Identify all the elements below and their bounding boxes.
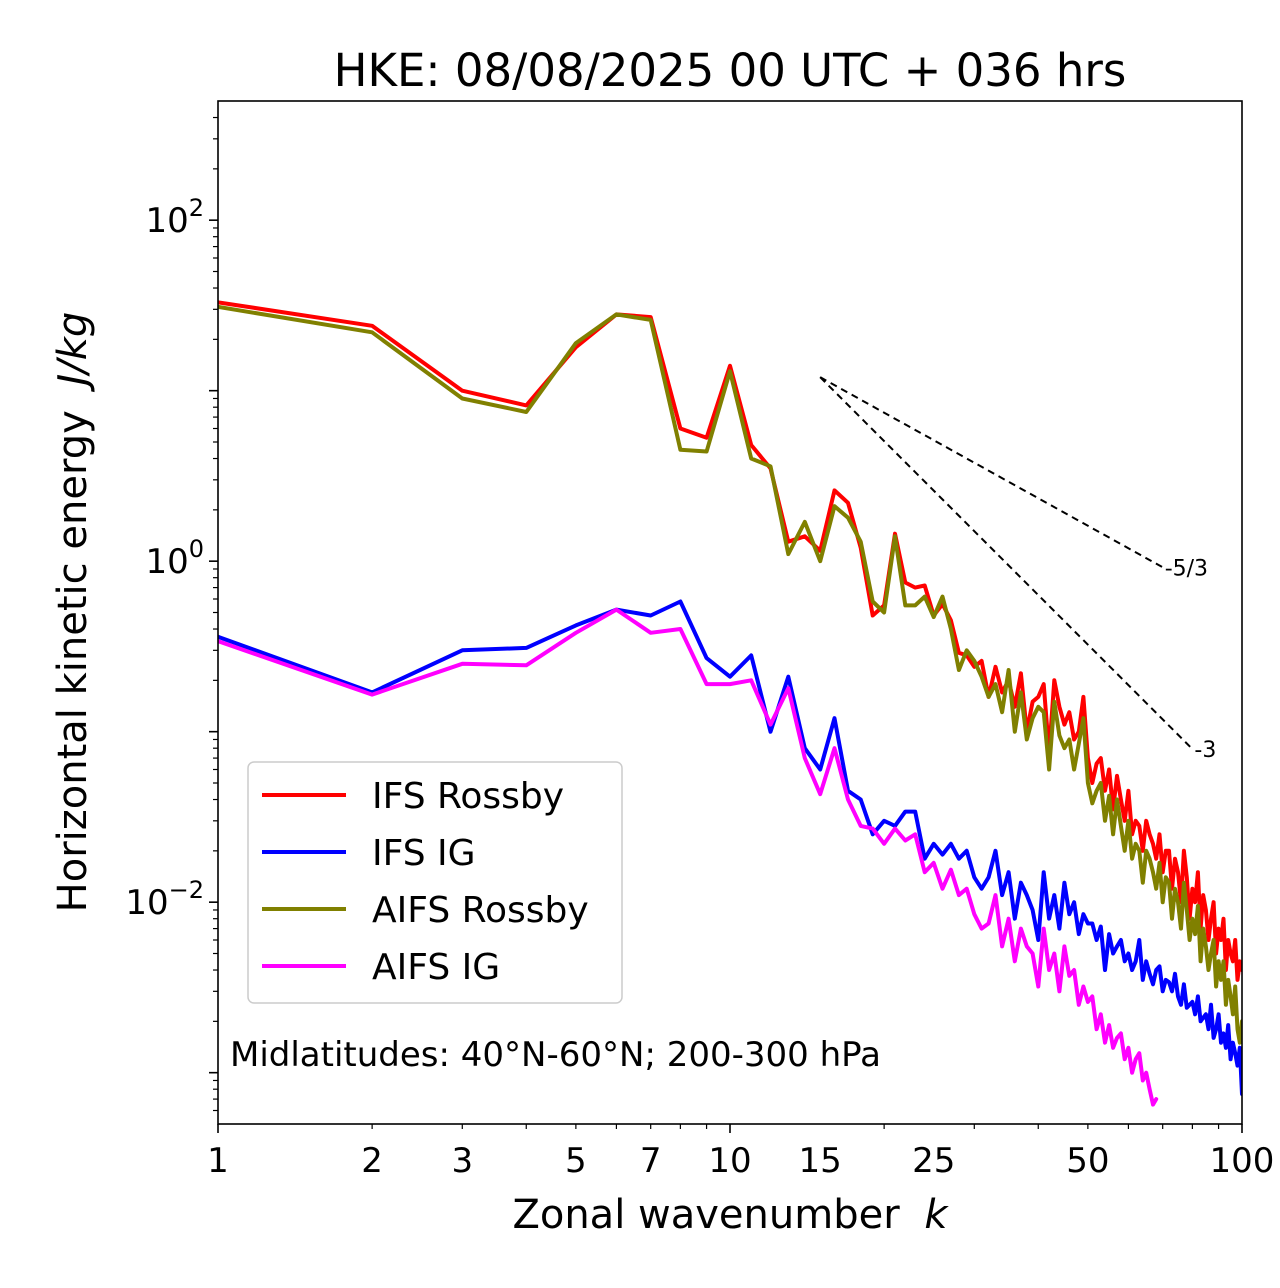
legend-label-aifs-rossby: AIFS Rossby xyxy=(372,890,589,931)
legend-label-aifs-ig: AIFS IG xyxy=(372,947,500,988)
y-tick-exponent: 2 xyxy=(189,194,204,222)
legend-label-ifs-rossby: IFS Rossby xyxy=(372,776,564,817)
y-axis-label-units: J/kg xyxy=(50,312,96,393)
x-tick-labels: 1 2 3 5 7 10 15 25 50 100 xyxy=(207,1141,1274,1181)
region-annotation: Midlatitudes: 40°N-60°N; 200-300 hPa xyxy=(230,1035,881,1075)
y-tick-label: 102 xyxy=(145,194,204,241)
y-tick-base: 10 xyxy=(145,201,188,241)
y-axis-label-text: Horizontal kinetic energy xyxy=(50,410,96,912)
minor-ticks xyxy=(213,116,1220,1129)
series-line-aifs-ig xyxy=(218,607,1159,1107)
x-tick-label: 5 xyxy=(565,1141,587,1181)
reference-line-labels: -5/3 -3 xyxy=(1165,556,1217,763)
x-tick-label: 1 xyxy=(207,1141,229,1181)
series-line-ifs-rossby xyxy=(218,300,1242,982)
x-tick-label: 50 xyxy=(1066,1141,1109,1181)
y-tick-exponent: −2 xyxy=(169,876,204,904)
y-tick-label: 10−2 xyxy=(125,876,204,923)
legend-label-ifs-ig: IFS IG xyxy=(372,833,476,874)
reference-slope-line xyxy=(819,376,1194,750)
x-tick-label: 3 xyxy=(451,1141,473,1181)
y-tick-exponent: 0 xyxy=(189,535,204,563)
reference-slope-label: -5/3 xyxy=(1165,556,1208,581)
series-line-ifs-ig xyxy=(218,599,1242,1096)
legend-box xyxy=(247,761,623,1004)
plot-frame xyxy=(217,100,1243,1125)
y-tick-label: 100 xyxy=(145,535,204,582)
x-tick-label: 2 xyxy=(361,1141,383,1181)
x-tick-label: 15 xyxy=(799,1141,842,1181)
x-tick-label: 100 xyxy=(1210,1141,1275,1181)
series-line-aifs-rossby xyxy=(218,304,1242,1045)
reference-slope-label: -3 xyxy=(1194,738,1216,763)
x-axis-label: Zonal wavenumber k xyxy=(512,1192,949,1238)
reference-lines xyxy=(819,376,1194,750)
reference-slope-line xyxy=(819,376,1164,569)
y-tick-base: 10 xyxy=(125,883,168,923)
x-axis-label-variable: k xyxy=(924,1192,949,1238)
chart-title: HKE: 08/08/2025 00 UTC + 036 hrs xyxy=(334,44,1127,97)
x-tick-label: 10 xyxy=(708,1141,751,1181)
y-axis-label: Horizontal kinetic energy J/kg xyxy=(50,312,96,913)
major-ticks xyxy=(209,219,1243,1133)
x-axis-label-text: Zonal wavenumber xyxy=(512,1192,900,1238)
y-tick-base: 10 xyxy=(145,542,188,582)
x-tick-label: 7 xyxy=(640,1141,662,1181)
series-layer xyxy=(218,300,1242,1107)
plot-area xyxy=(218,300,1242,1107)
x-tick-label: 25 xyxy=(912,1141,955,1181)
legend: IFS Rossby IFS IG AIFS Rossby AIFS IG xyxy=(247,761,623,1004)
